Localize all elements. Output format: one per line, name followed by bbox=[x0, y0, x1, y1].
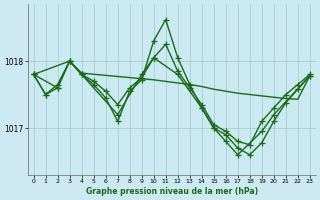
X-axis label: Graphe pression niveau de la mer (hPa): Graphe pression niveau de la mer (hPa) bbox=[86, 187, 258, 196]
